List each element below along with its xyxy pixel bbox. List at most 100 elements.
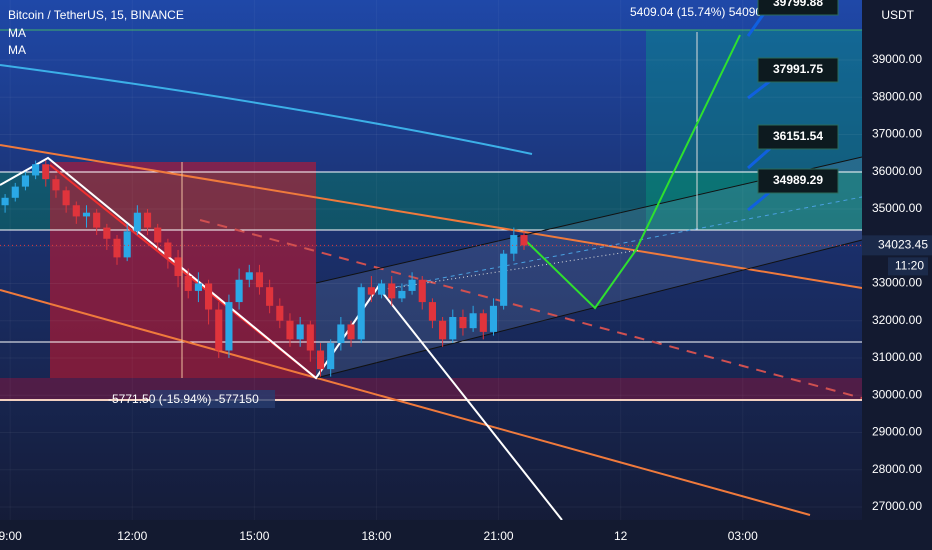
x-tick-label: 15:00 [239,529,269,543]
candle-body [194,283,202,291]
candle-body [215,309,223,351]
y-tick-label: 35000.00 [872,201,922,215]
candle-body [337,324,345,344]
x-tick-label: 18:00 [361,529,391,543]
candle-body [388,283,396,299]
candle-body [439,320,447,340]
candle-body [398,290,406,299]
ma-line [0,64,533,155]
y-tick-label: 33000.00 [872,276,922,290]
target-label: 37991.75 [773,62,823,76]
target-label: 36151.54 [773,129,823,143]
candle-body [1,197,9,206]
target-box [757,0,839,16]
candle-body [428,302,436,321]
y-tick-label: 38000.00 [872,89,922,103]
target-label: 34989.29 [773,173,823,187]
zigzag [0,156,563,521]
candle-body [479,313,487,332]
candle-body [205,283,213,310]
candle-body [93,212,101,228]
candle-body [286,320,294,340]
x-tick-label: 9:00 [0,529,22,543]
price-tag [862,235,932,256]
candle-body [32,164,40,176]
candle-body [62,190,70,206]
candle-body [72,205,80,217]
candle-body [174,257,182,277]
indicator: MA [8,43,26,57]
candle-body [245,272,253,280]
countdown-tag [888,257,928,276]
candle-body [520,235,528,246]
candle-body [164,242,172,258]
candle-body [489,305,498,332]
candle-body [21,175,29,187]
y-tick-label: 29000.00 [872,425,922,439]
line [199,219,863,399]
target-box [757,124,839,150]
y-tick-label: 32000.00 [872,313,922,327]
countdown: 11:20 [895,259,924,273]
target-box [757,168,839,194]
candle-body [469,313,477,329]
measure-label: -5771.50 (-15.94%) -577150 [108,392,259,406]
candle-body [418,279,426,303]
y-tick-label: 27000.00 [872,499,922,513]
candle-body [143,212,152,228]
candle-body [11,186,19,198]
candle-body [500,253,508,306]
line [379,196,863,291]
x-tick-label: 12 [614,529,628,543]
candle-body [52,179,60,191]
title: Bitcoin / TetherUS, 15, BINANCE [8,8,184,22]
candle-body [510,235,518,254]
candle-body [377,283,386,295]
projection [524,34,741,310]
line [315,239,863,379]
candle-body [296,324,304,340]
x-tick-label: 12:00 [117,529,147,543]
y-tick-label: 39000.00 [872,52,922,66]
candle-body [184,276,192,291]
x-tick-label: 21:00 [484,529,514,543]
x-tick-label: 03:00 [728,529,758,543]
candle-body [367,287,375,295]
y-tick-label: 28000.00 [872,462,922,476]
candle-body [103,227,111,239]
candle-body [316,350,325,370]
candle-body [225,302,233,351]
time-axis [0,520,932,550]
candle-body [449,316,457,340]
candle-body [235,279,243,303]
measure-box [150,390,275,408]
candle-body [357,287,365,340]
candle-body [327,343,335,370]
measure-label: 5409.04 (15.74%) 54090 [630,5,762,19]
target-label: 39799.88 [773,0,823,9]
candle-body [459,316,467,329]
candle-body [306,324,314,351]
candle-body [276,305,284,321]
axis-unit: USDT [881,8,914,22]
candle-body [408,279,416,291]
line [0,144,863,289]
target-box [757,57,839,83]
candle-body [266,287,274,306]
candle-body [255,272,264,288]
y-tick-label: 37000.00 [872,127,922,141]
candle-body [42,164,50,180]
candle-body [82,212,91,217]
y-tick-label: 31000.00 [872,350,922,364]
drawings [0,4,863,521]
candle-body [154,227,162,243]
candle-body [347,324,355,340]
y-tick-label: 30000.00 [872,387,922,401]
candle-body [113,238,121,258]
line [0,289,811,516]
indicator: MA [8,26,26,40]
candle-body [133,212,141,232]
candle-body [123,231,131,258]
last-price: 34023.45 [878,238,928,252]
